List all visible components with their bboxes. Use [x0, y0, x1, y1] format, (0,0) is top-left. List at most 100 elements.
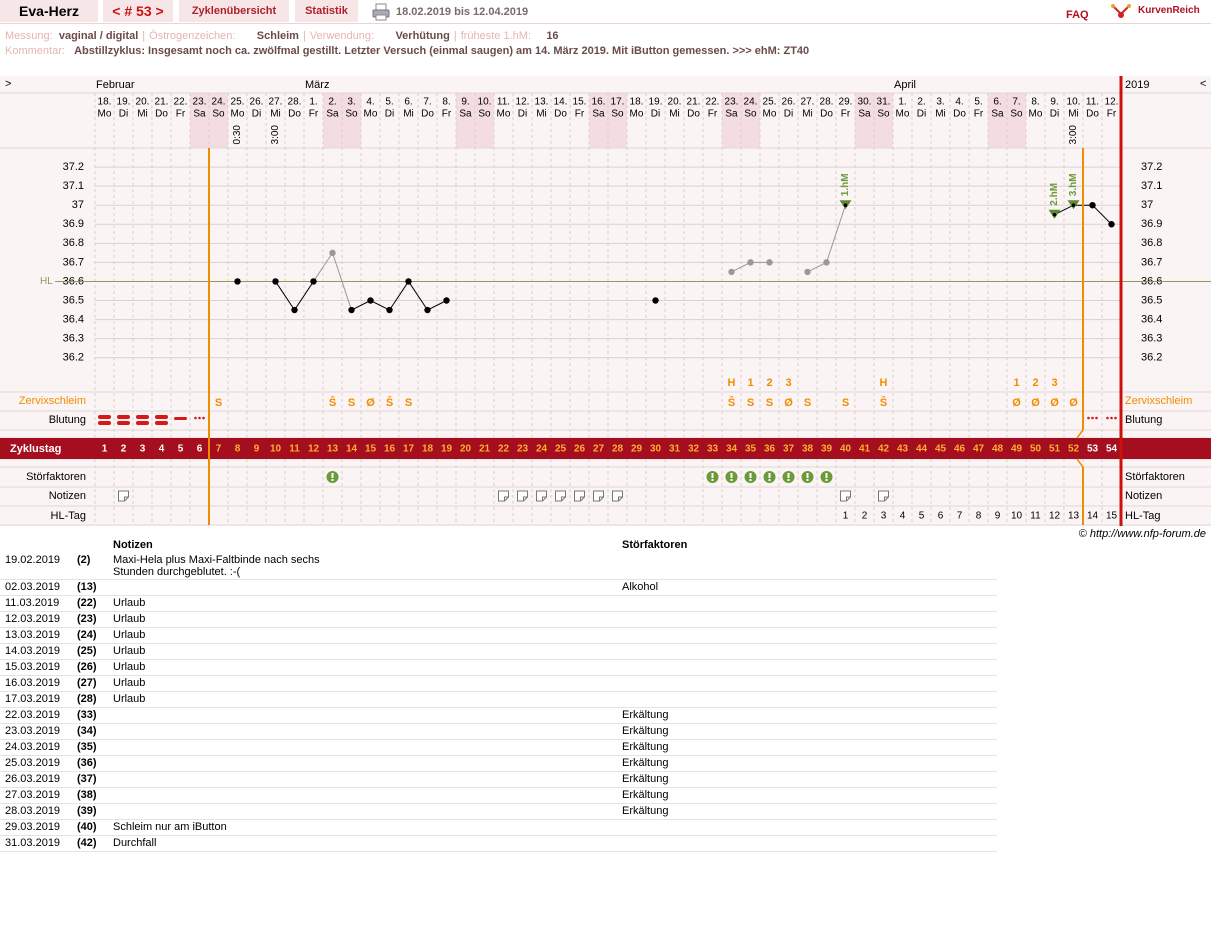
- date-label: 28.: [288, 97, 302, 108]
- brand-name[interactable]: KurvenReich: [1138, 5, 1200, 16]
- cell-text: (34): [77, 725, 97, 737]
- cycle-day: 38: [802, 444, 814, 455]
- cell-text: (24): [77, 629, 97, 641]
- note-paper: [840, 490, 851, 502]
- disturbance-mark: [787, 479, 790, 481]
- temperature-point: [386, 306, 393, 314]
- weekday-label: Sa: [326, 109, 339, 120]
- tab[interactable]: Statistik: [295, 0, 358, 22]
- table-row: 29.03.2019 (40) Schleim nur am iButton: [0, 819, 997, 836]
- temperature-point: [348, 306, 355, 314]
- cell-text: (40): [77, 821, 97, 833]
- weekday-label: Sa: [725, 109, 738, 120]
- tab[interactable]: Zyklenübersicht: [179, 0, 289, 22]
- print-icon[interactable]: [372, 3, 390, 21]
- cell-text: 19.02.2019: [5, 554, 61, 566]
- cell-text: 17.03.2019: [5, 693, 61, 705]
- note-fold: [124, 496, 129, 501]
- date-label: 17.: [611, 97, 625, 108]
- hl-day: 9: [995, 511, 1001, 522]
- cell-text: Urlaub: [113, 677, 146, 689]
- date-label: 23.: [725, 97, 739, 108]
- time-label: 3:00: [270, 125, 281, 145]
- note-fold: [618, 496, 623, 501]
- date-label: 12.: [516, 97, 530, 108]
- y-tick-label: 36.2: [1141, 352, 1162, 364]
- disturbance-mark: [711, 473, 714, 478]
- weekday-label: Di: [917, 109, 926, 120]
- faq-link[interactable]: FAQ: [1066, 9, 1089, 21]
- disturbance-cell: [617, 659, 997, 676]
- info-label: früheste 1.hM:: [460, 30, 532, 42]
- cycle-day: 14: [346, 444, 358, 455]
- date-cell: 29.03.2019: [0, 819, 72, 836]
- comment-text: Abstillzyklus: Insgesamt noch ca. zwölfm…: [74, 45, 810, 57]
- weekday-label: Fr: [974, 109, 984, 120]
- disturbance-cell: Erkältung: [617, 739, 997, 756]
- cycle-day: 20: [460, 444, 472, 455]
- note-icon: [517, 490, 528, 502]
- row-label: Zyklustag: [10, 443, 61, 455]
- note-fold: [523, 496, 528, 501]
- date-label: 2.: [328, 97, 336, 108]
- temperature-segment: [313, 252, 333, 282]
- temperature-point: [272, 278, 279, 285]
- table-row: 26.03.2019 (37) Erkältung: [0, 771, 997, 788]
- table-row: 19.02.2019 (2) Maxi-Hela plus Maxi-Faltbin…: [0, 553, 997, 580]
- y-tick-label: 37.2: [1141, 161, 1162, 173]
- date-label: 21.: [687, 97, 701, 108]
- disturbance-cell: Alkohol: [617, 579, 997, 596]
- date-cell: 11.03.2019: [0, 595, 72, 612]
- bleeding-icon: [117, 415, 130, 419]
- row-label: Blutung: [1125, 414, 1162, 426]
- disturbance-icon: [782, 471, 795, 483]
- note-fold: [504, 496, 509, 501]
- temperature-point: [1108, 221, 1115, 228]
- note-cell: [108, 803, 617, 820]
- cycle-day: 44: [916, 444, 928, 455]
- date-label: 23.: [193, 97, 207, 108]
- hl-day: 14: [1087, 511, 1099, 522]
- cycle-nav[interactable]: < # 53 >: [103, 0, 173, 22]
- disturbance-mark: [806, 473, 809, 478]
- disturbance-icon: [326, 471, 339, 483]
- y-tick-label: 36.5: [1141, 294, 1162, 306]
- cycle-day: 5: [178, 444, 184, 455]
- separator: |: [142, 30, 146, 42]
- cell-text: Urlaub: [113, 661, 146, 673]
- cell-text: Urlaub: [113, 693, 146, 705]
- bleeding-icon: [117, 421, 130, 425]
- temperature-segment: [294, 281, 314, 311]
- table-row: 16.03.2019 (27) Urlaub: [0, 675, 997, 692]
- weekend-shade: [722, 93, 741, 148]
- date-cell: 02.03.2019: [0, 579, 72, 596]
- disturbance-mark: [331, 473, 334, 478]
- hl-day: 10: [1011, 511, 1023, 522]
- logo-dot: [1118, 12, 1124, 18]
- disturbance-cell: Erkältung: [617, 755, 997, 772]
- time-label: 0:30: [232, 125, 243, 145]
- info-label: Östrogenzeichen:: [149, 30, 236, 42]
- cell-text: (42): [77, 837, 97, 849]
- logo-dot: [1127, 4, 1131, 8]
- y-tick-label: 36.2: [63, 352, 84, 364]
- table-row: 13.03.2019 (24) Urlaub: [0, 627, 997, 644]
- date-label: 4.: [366, 97, 374, 108]
- note-icon: [498, 490, 509, 502]
- cell-text: (25): [77, 645, 97, 657]
- copyright: © http://www.nfp-forum.de: [1078, 528, 1206, 540]
- cycle-day: 31: [669, 444, 681, 455]
- brand-logo: [1111, 4, 1131, 18]
- nav-button[interactable]: >: [5, 78, 11, 90]
- date-cell: 26.03.2019: [0, 771, 72, 788]
- cycle-day-cell: (24): [72, 627, 108, 644]
- temperature-segment: [1092, 204, 1112, 225]
- date-label: 29.: [839, 97, 853, 108]
- nav-button[interactable]: <: [1200, 78, 1206, 90]
- note-icon: [878, 490, 889, 502]
- disturbance-icon: [801, 471, 814, 483]
- mucus-peak: 3: [1051, 377, 1057, 389]
- table-row: 11.03.2019 (22) Urlaub: [0, 595, 997, 612]
- date-label: 8.: [442, 97, 450, 108]
- weekday-label: So: [744, 109, 757, 120]
